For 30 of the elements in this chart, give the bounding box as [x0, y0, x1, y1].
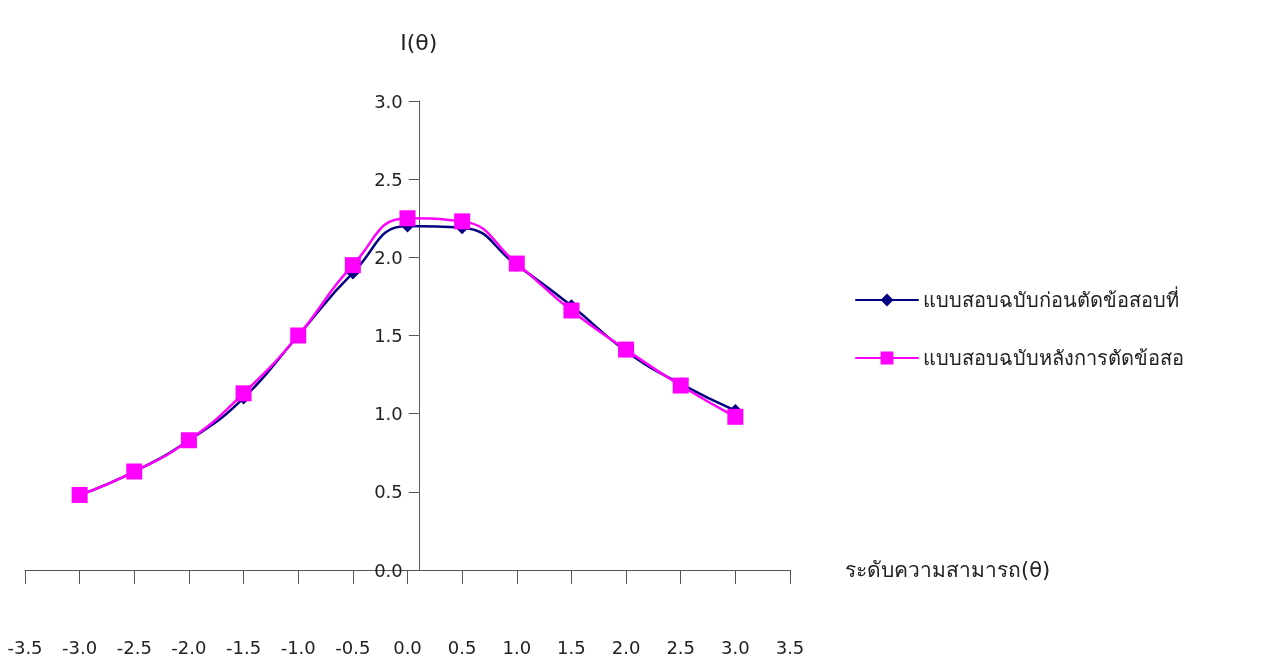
point: [454, 213, 471, 230]
x-tick-label: 3.5: [775, 636, 805, 658]
x-tick-label: -2.5: [116, 636, 152, 658]
x-tick-label: 1.5: [557, 636, 586, 658]
y-tick-label: 0.5: [374, 481, 403, 503]
x-tick-label: -0.5: [335, 636, 371, 658]
point: [563, 302, 580, 319]
x-tick-label: -1.0: [280, 636, 316, 658]
y-tick-label: 2.0: [374, 246, 403, 268]
legend-label: แบบสอบฉบับหลังการตัดข้อสอ: [923, 346, 1184, 370]
legend-label: แบบสอบฉบับก่อนตัดข้อสอบที่: [923, 286, 1179, 312]
x-tick-label: -3.5: [7, 636, 43, 658]
x-tick-label: -1.5: [226, 636, 262, 658]
point: [344, 257, 361, 274]
y-axis-title: I(θ): [400, 29, 438, 55]
point: [727, 408, 744, 425]
y-tick-label: 1.5: [374, 325, 403, 346]
x-tick-label: 2.0: [611, 636, 641, 658]
y-tick-label: 1.0: [374, 403, 403, 425]
y-tick-label: 3.0: [374, 90, 403, 112]
x-tick-label: 0.5: [447, 636, 477, 658]
x-tick-label: 0.0: [393, 636, 422, 658]
x-tick-label: 3.0: [721, 636, 750, 658]
x-tick-label: 2.5: [666, 636, 696, 658]
x-tick-label: 1.0: [502, 636, 532, 658]
x-axis-title: ระดับความสามารถ(θ): [845, 558, 1051, 582]
x-tick-label: -2.0: [171, 636, 207, 658]
point: [399, 210, 416, 227]
x-tick-label: -3.0: [62, 636, 98, 658]
y-tick-label: 2.5: [374, 168, 403, 190]
